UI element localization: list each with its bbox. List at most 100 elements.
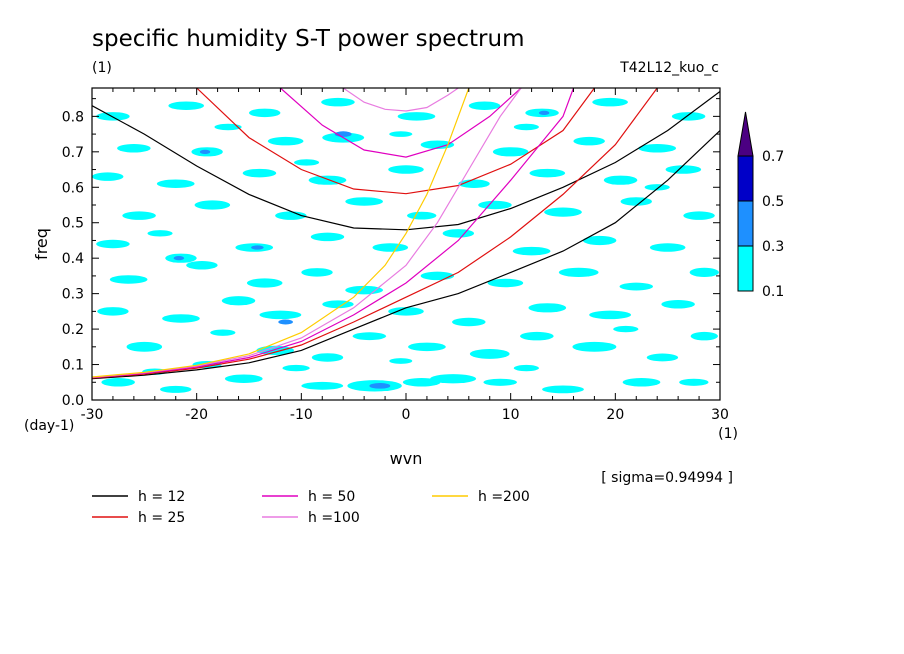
colorbar-label: 0.5 bbox=[762, 194, 784, 210]
contour-patch bbox=[582, 235, 617, 246]
x-tick-label: 20 bbox=[606, 407, 624, 423]
contour-patch bbox=[644, 184, 670, 191]
contour-patch bbox=[573, 136, 605, 146]
contour-patch bbox=[311, 353, 344, 362]
contour-patch bbox=[168, 101, 204, 110]
colorbar-extend-arrow bbox=[737, 111, 754, 157]
contour-patch bbox=[483, 378, 517, 386]
contour-patch bbox=[321, 97, 355, 107]
contour-patch bbox=[603, 175, 638, 185]
contour-patch bbox=[389, 131, 413, 137]
sigma-note: [ sigma=0.94994 ] bbox=[601, 470, 733, 486]
contour-patch bbox=[214, 123, 242, 131]
colorbar-label: 0.3 bbox=[762, 239, 784, 255]
contour-patch bbox=[679, 378, 709, 386]
contour-patch bbox=[544, 207, 582, 217]
contour-patch bbox=[345, 197, 383, 206]
contour-patch bbox=[528, 303, 567, 313]
contour-patch bbox=[458, 179, 490, 188]
contour-patch bbox=[352, 332, 387, 341]
contour-patch bbox=[649, 243, 686, 252]
contour-patch bbox=[173, 256, 185, 261]
colorbar-segment bbox=[737, 200, 754, 247]
contour-patch bbox=[420, 140, 455, 149]
contour-patch bbox=[512, 246, 551, 256]
contour-patch bbox=[275, 211, 307, 220]
contour-patch bbox=[96, 112, 130, 121]
contour-patch bbox=[683, 211, 715, 220]
contour-patch bbox=[96, 239, 130, 249]
contour-patch bbox=[160, 385, 192, 393]
contour-patch bbox=[589, 310, 632, 320]
contour-patch bbox=[430, 374, 477, 384]
contour-patch bbox=[613, 325, 639, 333]
contour-patch bbox=[468, 101, 501, 110]
contour-patch bbox=[542, 385, 584, 394]
y-tick-label: 0.0 bbox=[62, 393, 84, 409]
x-tick-label: -30 bbox=[81, 407, 104, 423]
contour-patch bbox=[101, 378, 135, 387]
y-tick-label: 0.5 bbox=[62, 216, 84, 232]
contour-patch bbox=[646, 353, 679, 362]
contour-patch bbox=[194, 200, 231, 210]
contour-patch bbox=[397, 112, 436, 121]
y-axis-label: freq bbox=[32, 228, 51, 260]
dispersion-curves bbox=[92, 88, 720, 380]
colorbar-segment bbox=[737, 155, 754, 202]
contour-patch bbox=[301, 268, 333, 277]
contour-patch bbox=[452, 317, 486, 327]
series-line bbox=[196, 88, 595, 195]
contour-patch bbox=[492, 147, 529, 157]
contour-patch bbox=[407, 211, 437, 220]
contour-patch bbox=[109, 275, 148, 284]
contour-patch bbox=[469, 348, 510, 359]
contour-patch bbox=[408, 342, 446, 352]
contour-patch bbox=[622, 378, 661, 387]
contour-patch bbox=[92, 172, 124, 181]
y-tick-label: 0.4 bbox=[62, 251, 84, 267]
x-tick-label: 10 bbox=[502, 407, 520, 423]
contour-patch bbox=[620, 197, 652, 206]
x-tick-label: -10 bbox=[290, 407, 313, 423]
contour-patch bbox=[310, 232, 345, 242]
contour-patch bbox=[388, 165, 424, 174]
y-tick-label: 0.7 bbox=[62, 145, 84, 161]
series-line bbox=[92, 91, 720, 231]
contour-patch bbox=[592, 97, 628, 107]
contour-patch bbox=[478, 200, 512, 210]
contour-patch bbox=[420, 271, 455, 281]
spectrum-contours bbox=[92, 97, 719, 394]
contour-patch bbox=[186, 261, 218, 270]
contour-patch bbox=[690, 331, 718, 341]
legend: h = 12 h = 25 h = 50 h =100 h =200 bbox=[92, 489, 530, 526]
contour-patch bbox=[638, 144, 677, 153]
y-tick-label: 0.2 bbox=[62, 322, 84, 338]
contour-patch bbox=[242, 168, 277, 178]
colorbar-label: 0.7 bbox=[762, 149, 784, 165]
contour-patch bbox=[520, 331, 554, 341]
contour-patch bbox=[372, 243, 409, 252]
x-tick-label: 0 bbox=[402, 407, 411, 423]
contour-patch bbox=[538, 110, 550, 115]
contour-patch bbox=[322, 300, 354, 309]
y-tick-label: 0.6 bbox=[62, 180, 84, 196]
contour-patch bbox=[147, 230, 173, 237]
contour-patch bbox=[689, 267, 719, 277]
colorbar: 0.1 0.3 0.5 0.7 bbox=[737, 111, 784, 300]
run-label: T42L12_kuo_c bbox=[619, 60, 719, 76]
contour-patch bbox=[249, 108, 281, 118]
contour-patch bbox=[282, 364, 310, 372]
legend-label: h =100 bbox=[308, 510, 360, 526]
legend-label: h = 12 bbox=[138, 489, 185, 505]
contour-patch bbox=[308, 175, 347, 185]
legend-label: h = 50 bbox=[308, 489, 355, 505]
contour-patch bbox=[513, 123, 539, 131]
contour-patch bbox=[369, 382, 391, 389]
contour-patch bbox=[671, 112, 706, 121]
contour-patch bbox=[221, 296, 256, 306]
colorbar-segment bbox=[737, 245, 754, 292]
contour-patch bbox=[661, 300, 695, 309]
contour-patch bbox=[402, 378, 441, 387]
contour-patch bbox=[388, 307, 424, 316]
contour-patch bbox=[529, 168, 566, 178]
